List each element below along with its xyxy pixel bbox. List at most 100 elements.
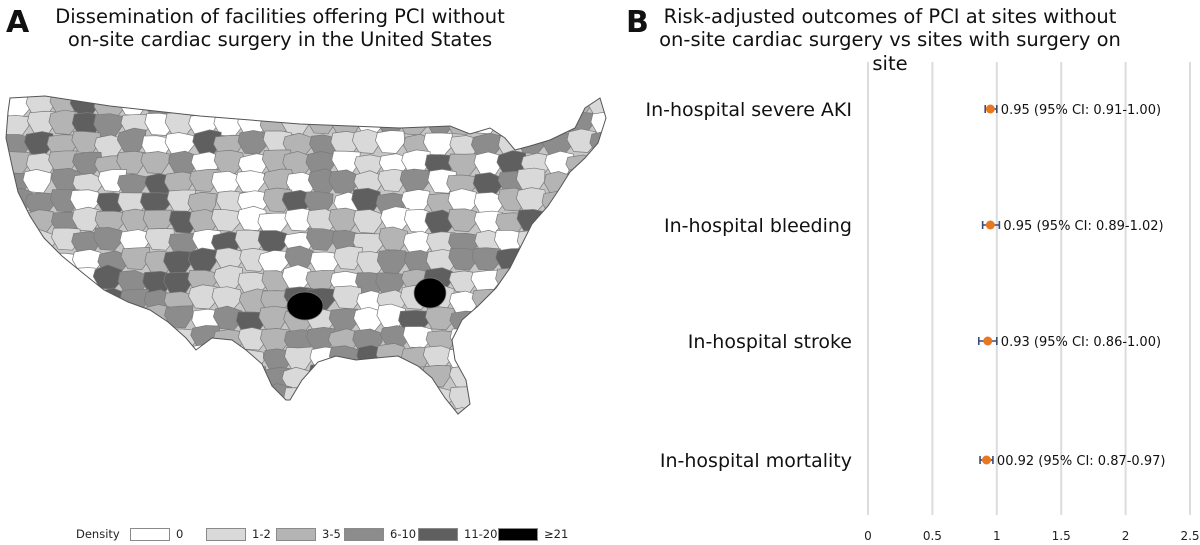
map-region [473,151,503,176]
row-label: In-hospital bleeding [664,215,852,237]
map-region [564,229,595,254]
map-region [540,212,570,236]
x-tick-label: 0 [864,529,872,543]
map-region [258,250,290,275]
map-region [6,311,29,334]
map-region [542,285,573,311]
map-region [235,170,266,194]
map-region [141,403,172,414]
map-region [213,149,245,174]
map-region [332,388,364,412]
map-region [71,112,102,137]
map-region [516,187,547,212]
map-region [468,346,499,372]
map-region [120,247,151,271]
map-region [23,323,54,349]
map-region [401,189,431,214]
point-estimate [985,220,995,230]
map-region [48,150,78,174]
panel-a-title-line1: Dissemination of facilities offering PCI… [55,5,505,28]
x-tick-label: 1 [993,529,1001,543]
row-label: In-hospital severe AKI [645,99,852,121]
map-region [380,325,411,349]
map-region [377,168,407,192]
map-region [92,264,124,290]
map-region [565,325,597,350]
map-region [449,327,480,351]
map-region [492,289,523,315]
map-region [163,271,193,295]
map-region [564,404,595,414]
map-region [117,328,147,353]
map-region [497,346,528,370]
map-region [258,96,290,120]
map-region [353,306,384,332]
point-estimate [983,336,993,346]
map-region [237,130,269,155]
forest-rows: In-hospital severe AKI 0.95 (95% CI: 0.91… [645,99,1165,472]
map-region [167,383,199,407]
map-region [284,245,314,271]
legend-label: 11-20 [464,527,498,541]
map-region [140,192,171,216]
map-region [6,368,30,392]
map-region [378,226,409,251]
map-region [422,406,455,414]
map-region [6,388,32,412]
map-region [166,345,196,370]
legend-label: ≥21 [544,527,569,541]
map-region [116,387,147,411]
map-region [142,325,173,349]
map-region [331,150,361,174]
map-region [167,367,198,391]
map-region [520,306,552,331]
point-estimate [981,455,991,465]
map-region [473,327,505,352]
map-region [74,345,105,369]
map-region [306,388,336,413]
map-region [448,270,479,293]
map-region [188,344,219,368]
map-region [351,187,381,213]
map-region [425,306,456,331]
map-region [353,154,384,177]
map-region [565,269,597,294]
map-region-highest-density [413,277,447,309]
map-region [142,385,172,409]
map-region [539,366,570,390]
estimate-annotation: 0.93 (95% CI: 0.86-1.00) [1001,335,1161,350]
map-region [97,344,128,368]
forest-plot: In-hospital severe AKI 0.95 (95% CI: 0.91… [645,62,1200,543]
map-region [142,209,173,233]
forest-grid [867,62,1191,515]
map-region [425,249,457,275]
map-region [47,365,77,390]
map-region [211,403,242,414]
map-region [50,326,80,351]
map-region [168,408,198,414]
legend-swatch [498,528,538,541]
legend-label: 0 [176,527,184,541]
map-region [494,230,524,254]
map-region [400,383,432,407]
map-region [188,209,219,235]
map-region [6,268,31,293]
map-region [380,404,410,414]
map-region [94,306,125,331]
map-region [258,305,288,331]
map-region [73,366,103,390]
panel-b-title: Risk-adjusted outcomes of PCI at sites w… [640,5,1140,75]
map-region [403,406,433,414]
map-region [541,191,572,216]
x-tick-label: 2 [1122,529,1130,543]
map-region [352,128,382,154]
map-region [471,132,502,159]
map-region [25,345,56,371]
map-region [351,363,382,388]
map-region [92,328,123,352]
map-region [69,310,102,333]
map-region [305,270,335,293]
map-region [121,346,153,370]
map-region [375,130,406,154]
map-region [446,96,478,116]
